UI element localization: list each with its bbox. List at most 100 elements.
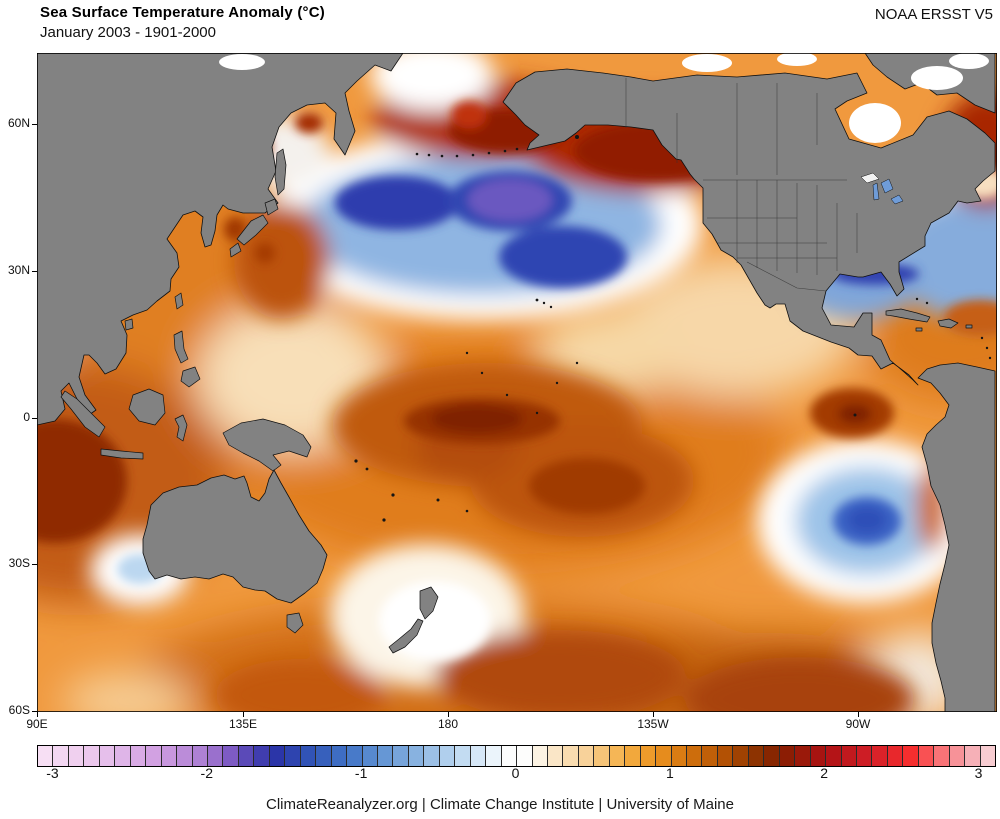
colorbar-cell [748, 746, 765, 766]
island-sakhalin [274, 148, 287, 196]
anomaly-blob [215, 659, 385, 712]
colorbar-cell [38, 746, 54, 766]
lon-tick-mark [653, 712, 654, 717]
lat-tick-mark [32, 564, 37, 565]
colorbar-tick-label: -3 [46, 765, 59, 781]
colorbar-cell [887, 746, 904, 766]
colorbar-tick-label: -1 [354, 765, 368, 781]
colorbar-cell [161, 746, 178, 766]
state-borders [625, 78, 858, 292]
credit-footer: ClimateReanalyzer.org | Climate Change I… [266, 796, 734, 813]
anomaly-blob [370, 53, 494, 111]
colorbar-cell [177, 746, 193, 766]
lake-erie [890, 194, 904, 205]
colorbar-cell [594, 746, 610, 766]
page-subtitle: January 2003 - 1901-2000 [40, 24, 216, 41]
colorbar-cell [377, 746, 394, 766]
colorbar-cell [254, 746, 270, 766]
colorbar-tick-label: 2 [820, 765, 829, 781]
anomaly-blob [62, 673, 192, 712]
colorbar-cell [238, 746, 255, 766]
colorbar-tick-label: 3 [974, 765, 983, 781]
anomaly-blob [848, 507, 886, 533]
island-hispaniola [937, 318, 959, 329]
anomaly-blob [499, 226, 627, 288]
map-svg [37, 53, 997, 712]
island-java [100, 448, 144, 460]
anomaly-blob [944, 300, 997, 336]
small-islands [354, 135, 992, 522]
lake-superior [860, 172, 880, 184]
colorbar-cell [300, 746, 317, 766]
colorbar-cell [826, 746, 842, 766]
sea-ice-arctic-1 [682, 54, 732, 72]
colorbar-cell [486, 746, 502, 766]
lat-tick-label: 30N [7, 263, 30, 277]
lake-huron [880, 178, 894, 194]
colorbar-cell [115, 746, 131, 766]
land-north-america [502, 68, 996, 386]
lon-tick-label: 90W [845, 717, 871, 731]
anomaly-blob [468, 179, 552, 221]
colorbar-cell [857, 746, 873, 766]
island-sulawesi [174, 414, 188, 442]
colorbar-cell [934, 746, 950, 766]
colorbar-cell [965, 746, 981, 766]
colorbar-tick-label: -2 [200, 765, 214, 781]
anomaly-blob [255, 243, 275, 263]
colorbar-cell [687, 746, 703, 766]
colorbar-cell [547, 746, 564, 766]
lon-tick-label: 135E [228, 717, 258, 731]
colorbar-cell [764, 746, 780, 766]
colorbar-cell [439, 746, 456, 766]
colorbar-cell [656, 746, 672, 766]
colorbar-cell [841, 746, 858, 766]
land-australia [142, 469, 328, 604]
island-kyushu [229, 242, 242, 258]
colorbar-cell [980, 746, 996, 766]
colorbar-cell [99, 746, 116, 766]
colorbar-cell [671, 746, 688, 766]
colorbar-tick-label: 0 [511, 765, 520, 781]
ice-greenland-edge [949, 53, 989, 69]
lat-tick-label: 30S [8, 556, 30, 570]
island-taiwan [174, 292, 184, 310]
colorbar-tick-label: 1 [665, 765, 674, 781]
colorbar-cell [455, 746, 471, 766]
colorbar-cell [269, 746, 286, 766]
colorbar-cell [408, 746, 425, 766]
colorbar-cell [130, 746, 147, 766]
colorbar-cell [192, 746, 208, 766]
colorbar-cell [331, 746, 348, 766]
lon-tick-mark [858, 712, 859, 717]
colorbar-cell [285, 746, 301, 766]
colorbar-cell [625, 746, 641, 766]
anomaly-blob [295, 113, 323, 133]
land-masses [37, 53, 996, 712]
sea-ice-arctic-2 [777, 53, 817, 66]
island-nz-north [419, 586, 439, 620]
lon-tick-label: 135W [637, 717, 669, 731]
island-puerto-rico [965, 324, 973, 329]
colorbar-cell [609, 746, 626, 766]
island-cuba [885, 308, 931, 323]
anomaly-blob [431, 405, 523, 433]
island-hokkaido [264, 198, 279, 216]
colorbar-cell [53, 746, 69, 766]
lat-tick-mark [32, 271, 37, 272]
land-south-america [917, 362, 996, 712]
colorbar-cell [702, 746, 718, 766]
sea-ice-siberia [219, 54, 265, 70]
island-mindanao [180, 366, 201, 388]
ice-baffin [911, 66, 963, 90]
colorbar-cell [517, 746, 533, 766]
colorbar-cell [918, 746, 935, 766]
colorbar-cell [68, 746, 85, 766]
lon-tick-mark [37, 712, 38, 717]
island-borneo [128, 388, 166, 426]
lat-tick-label: 60N [7, 116, 30, 130]
colorbar-cell [779, 746, 796, 766]
island-tasmania [286, 612, 304, 634]
anomaly-map [37, 53, 997, 712]
